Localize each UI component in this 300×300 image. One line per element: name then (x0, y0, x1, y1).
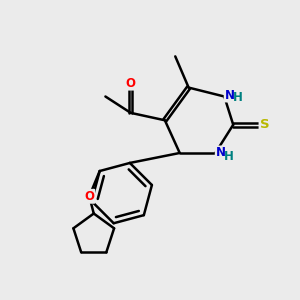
Text: N: N (225, 88, 235, 101)
Text: H: H (224, 150, 234, 163)
Text: S: S (260, 118, 269, 131)
Text: H: H (233, 92, 243, 104)
Text: O: O (126, 76, 136, 90)
Text: O: O (84, 190, 94, 203)
Text: N: N (216, 146, 226, 160)
